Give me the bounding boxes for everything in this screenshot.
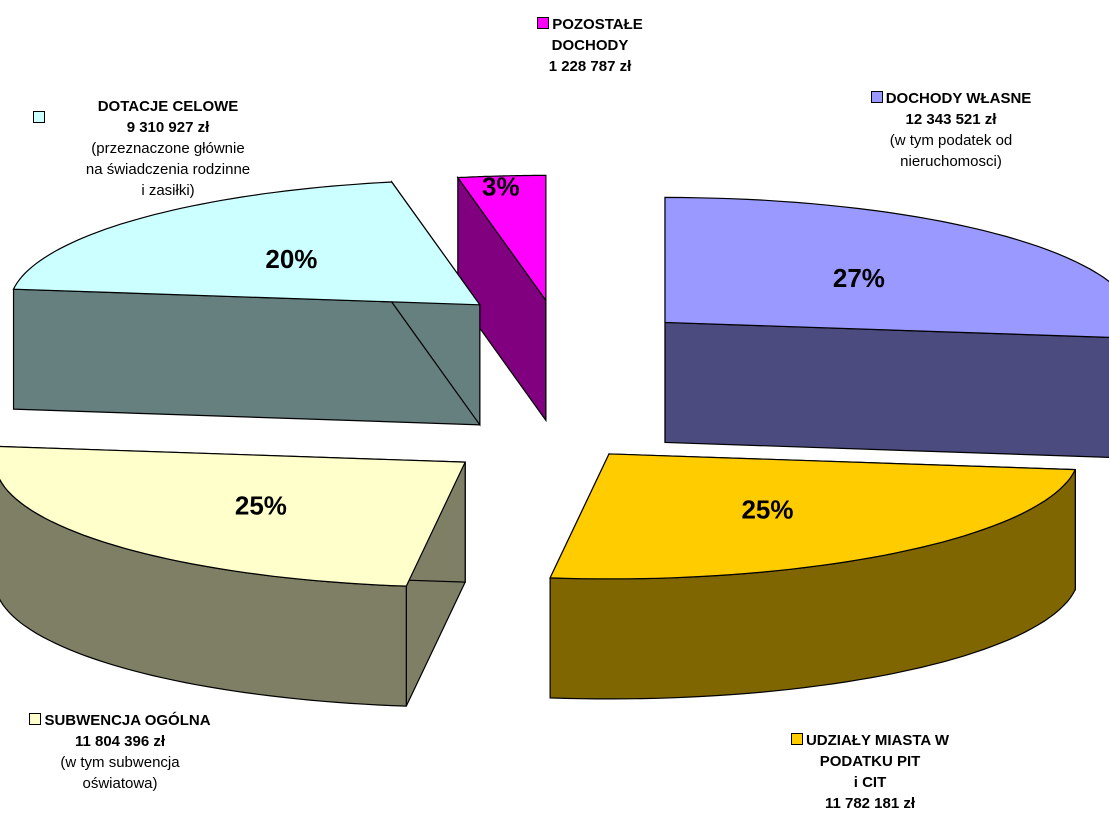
label-pozostale: POZOSTAŁE DOCHODY 1 228 787 zł — [490, 14, 690, 77]
label-dotacje-celowe: DOTACJE CELOWE 9 310 927 zł (przeznaczon… — [85, 98, 251, 199]
pct-label-dotacje: 20% — [265, 244, 317, 274]
percent-labels: 27% 25% 25% 20% 3% — [235, 171, 885, 524]
pct-label-pozostale: 3% — [482, 171, 520, 201]
label-subwencja: SUBWENCJA OGÓLNA 11 804 396 zł (w tym su… — [5, 710, 235, 794]
legend-swatch-pozostale — [537, 17, 550, 29]
slice-top-dotacje — [12, 181, 482, 306]
pct-label-pit: 25% — [741, 494, 793, 524]
slice-top-wlasne — [664, 196, 1109, 338]
slice-top-pit — [549, 453, 1077, 580]
legend-swatch-udzialy-pit — [790, 733, 803, 745]
slice-pozostale — [456, 174, 547, 423]
slice-wall-wlasne-1 — [664, 321, 1109, 458]
legend-swatch-dotacje — [33, 111, 45, 123]
slice-subwencja — [0, 445, 467, 707]
label-dochody-wlasne: DOCHODY WŁASNE 12 343 521 zł (w tym poda… — [836, 88, 1066, 172]
legend-swatch-subwencja — [29, 713, 42, 725]
label-udzialy-pit: UDZIAŁY MIASTA W PODATKU PIT i CIT 11 78… — [760, 730, 980, 814]
pie-slices — [0, 174, 1109, 707]
slice-top-pozostale — [456, 174, 547, 303]
pct-label-wlasne: 27% — [833, 263, 885, 293]
slice-dotacje — [12, 180, 482, 427]
slice-wlasne — [664, 196, 1109, 458]
slice-pit — [549, 453, 1077, 700]
slice-top-subwencja — [0, 445, 467, 587]
pct-label-subwencja: 25% — [235, 490, 287, 520]
legend-swatch-dochody-wlasne — [870, 91, 883, 103]
